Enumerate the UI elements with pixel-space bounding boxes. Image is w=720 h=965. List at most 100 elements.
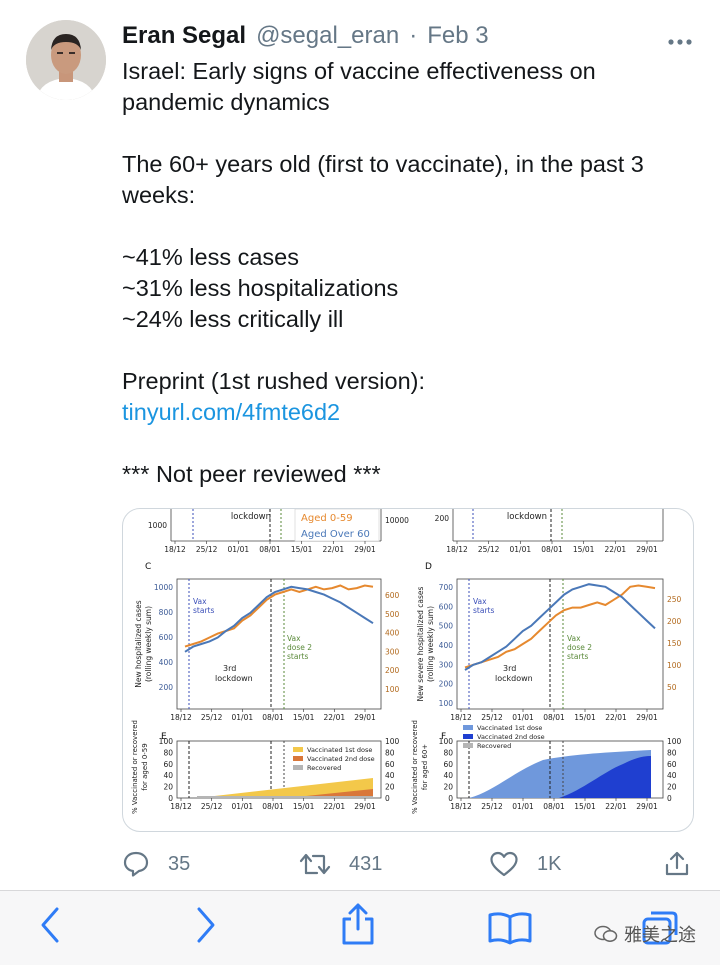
- y-tick-label: 250: [667, 595, 682, 604]
- x-tick-label: 22/01: [605, 545, 627, 554]
- y-tick-label: 40: [667, 771, 677, 780]
- y-tick-label: 300: [439, 660, 454, 669]
- share-page-icon[interactable]: [338, 901, 378, 952]
- legend-label: Vaccinated 1st dose: [477, 724, 542, 732]
- panel-letter: E: [161, 732, 167, 742]
- annotation-lockdown: lockdown: [215, 674, 253, 683]
- share-tweet-button[interactable]: [663, 850, 691, 878]
- x-tick-label: 18/12: [450, 802, 472, 811]
- annotation-vax: starts: [193, 606, 214, 615]
- y-tick-label: 60: [163, 760, 173, 769]
- tweet-line: ~31% less hospitalizations: [122, 275, 399, 301]
- legend-label: Recovered: [477, 742, 511, 750]
- annotation-dose2: Vax: [567, 634, 581, 643]
- legend-swatch: [293, 756, 303, 761]
- x-tick-label: 01/01: [510, 545, 532, 554]
- y-tick-label: 80: [385, 748, 395, 757]
- watermark: 雅美之途: [594, 921, 696, 947]
- legend-label: Vaccinated 2nd dose: [477, 733, 545, 741]
- y-tick-label: 20: [385, 783, 395, 792]
- legend-young: Aged 0-59: [301, 513, 353, 524]
- like-count: 1K: [537, 852, 562, 875]
- x-tick-label: 18/12: [450, 713, 472, 722]
- annotation-dose2: starts: [287, 652, 308, 661]
- x-tick-label: 08/01: [262, 802, 284, 811]
- x-tick-label: 08/01: [541, 545, 563, 554]
- chevron-right-icon[interactable]: [194, 905, 218, 950]
- y-axis-label: (rolling weekly sum): [144, 606, 153, 682]
- y-tick-label: 100: [385, 685, 400, 694]
- y-tick-label: 60: [443, 760, 453, 769]
- y-axis-label: (rolling weekly sum): [426, 606, 435, 682]
- x-tick-label: 01/01: [232, 802, 254, 811]
- y-tick-label: 0: [667, 794, 672, 803]
- legend-label: Vaccinated 1st dose: [307, 746, 372, 754]
- lockdown-label: lockdown: [507, 512, 547, 522]
- annotation-dose2: dose 2: [567, 643, 592, 652]
- y-axis-label: % Vaccinated or recovered: [131, 720, 139, 814]
- y-tick-label: 1000: [148, 521, 167, 530]
- legend-swatch: [463, 725, 473, 730]
- reply-count: 35: [168, 852, 191, 875]
- avatar-image: [26, 20, 106, 100]
- y-tick-label: 600: [439, 602, 454, 611]
- tweet-line: weeks:: [122, 182, 196, 208]
- y-tick-label: 100: [439, 699, 454, 708]
- x-tick-label: 22/01: [324, 713, 346, 722]
- author-name[interactable]: Eran Segal: [122, 22, 247, 49]
- retweet-button[interactable]: 431: [299, 850, 382, 878]
- tabs-icon[interactable]: [640, 909, 680, 952]
- legend-swatch: [293, 747, 303, 752]
- tweet[interactable]: Eran Segal @segal_eran · Feb 3 Israel: E…: [0, 0, 720, 890]
- tweet-line: Preprint (1st rushed version):: [122, 368, 426, 394]
- y-tick-label: 400: [385, 629, 400, 638]
- lockdown-label: lockdown: [231, 512, 271, 522]
- y-tick-label: 100: [159, 737, 174, 746]
- y-tick-label: 0: [385, 794, 390, 803]
- legend-label: Recovered: [307, 764, 341, 772]
- x-tick-label: 25/12: [478, 545, 500, 554]
- y-tick-label: 200: [385, 666, 400, 675]
- like-button[interactable]: 1K: [489, 850, 561, 878]
- author-handle[interactable]: @segal_eran: [256, 22, 400, 49]
- y-tick-label: 10000: [385, 516, 409, 525]
- x-tick-label: 01/01: [232, 713, 254, 722]
- avatar[interactable]: [26, 20, 106, 100]
- x-tick-label: 15/01: [293, 802, 315, 811]
- y-tick-label: 0: [168, 794, 173, 803]
- tweet-text: Israel: Early signs of vaccine effective…: [122, 56, 702, 490]
- annotation-lockdown: 3rd: [503, 664, 516, 673]
- tweet-image[interactable]: 1000 10000 lockdown Aged 0-59 Aged Over 60 18…: [122, 508, 694, 832]
- annotation-lockdown: lockdown: [495, 674, 533, 683]
- y-tick-label: 40: [443, 771, 453, 780]
- legend-label: Vaccinated 2nd dose: [307, 755, 375, 763]
- series-old-line: [184, 585, 374, 653]
- x-tick-label: 22/01: [324, 802, 346, 811]
- x-tick-label: 08/01: [262, 713, 284, 722]
- y-tick-label: 800: [159, 608, 174, 617]
- x-tick-label: 22/01: [605, 713, 627, 722]
- y-tick-label: 40: [385, 771, 395, 780]
- tweet-line: ~24% less critically ill: [122, 306, 344, 332]
- x-tick-label: 22/01: [605, 802, 627, 811]
- retweet-icon: [299, 853, 331, 875]
- tweet-date[interactable]: Feb 3: [427, 22, 489, 49]
- more-horizontal-icon[interactable]: [668, 27, 692, 47]
- x-tick-label: 18/12: [446, 545, 468, 554]
- y-tick-label: 0: [448, 794, 453, 803]
- preprint-link[interactable]: tinyurl.com/4fmte6d2: [122, 399, 341, 425]
- book-icon[interactable]: [487, 911, 533, 950]
- y-tick-label: 100: [667, 737, 682, 746]
- annotation-dose2: dose 2: [287, 643, 312, 652]
- watermark-text: 雅美之途: [624, 925, 696, 945]
- y-tick-label: 20: [667, 783, 677, 792]
- chevron-left-icon[interactable]: [38, 905, 62, 950]
- annotation-vax: Vax: [193, 597, 207, 606]
- area-dose2: [559, 756, 651, 798]
- heart-icon: [490, 851, 518, 877]
- y-tick-label: 200: [439, 680, 454, 689]
- reply-button[interactable]: 35: [122, 850, 190, 878]
- y-tick-label: 1000: [154, 583, 173, 592]
- annotation-dose2: starts: [567, 652, 588, 661]
